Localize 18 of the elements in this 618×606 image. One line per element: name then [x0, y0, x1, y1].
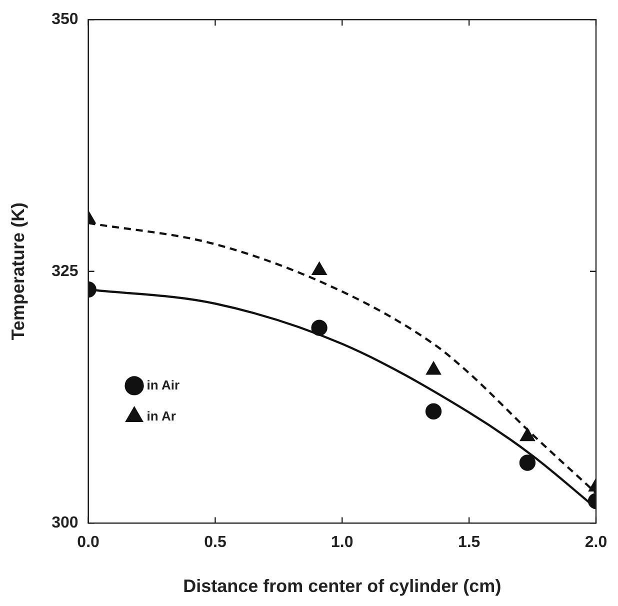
- legend-label: in Air: [146, 377, 180, 392]
- y-tick-label: 300: [52, 514, 78, 532]
- point: [520, 428, 535, 442]
- y-tick-label: 325: [52, 262, 78, 280]
- x-tick-label: 1.5: [458, 534, 480, 552]
- legend-label: in Ar: [146, 408, 176, 424]
- point: [426, 362, 441, 375]
- x-tick-label: 1.0: [331, 534, 354, 552]
- point: [311, 320, 328, 336]
- y-axis-title: Temperature (K): [8, 202, 28, 340]
- point: [519, 454, 536, 471]
- x-axis-title: Distance from center of cylinder (cm): [183, 576, 502, 596]
- y-tick-label: 350: [52, 11, 78, 28]
- x-tick-label: 0.0: [77, 534, 100, 552]
- point: [312, 262, 326, 275]
- x-tick-label: 2.0: [584, 534, 608, 552]
- x-tick-label: 0.5: [204, 534, 226, 552]
- point: [425, 403, 442, 420]
